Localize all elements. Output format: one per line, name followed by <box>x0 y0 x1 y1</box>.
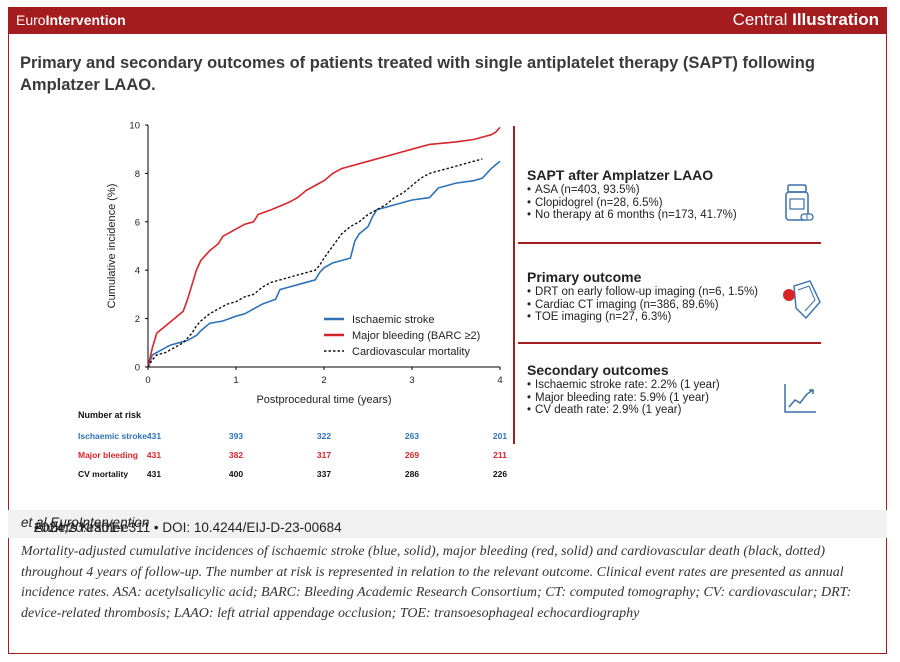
brand-text: Euro <box>16 12 46 28</box>
citation-etal: et al. <box>21 515 51 530</box>
risk-value: 211 <box>493 450 507 460</box>
x-tick-label: 2 <box>321 375 326 386</box>
y-tick-label: 10 <box>129 121 140 132</box>
panel-item: DRT on early follow-up imaging (n=6, 1.5… <box>527 286 758 299</box>
panel-item: CV death rate: 2.9% (1 year) <box>527 404 720 417</box>
x-tick-label: 0 <box>145 375 150 386</box>
x-axis-title: Postprocedural time (years) <box>256 394 391 406</box>
x-tick-label: 3 <box>409 375 414 386</box>
panel-sapt: SAPT after Amplatzer LAAO ASA (n=403, 93… <box>527 167 737 222</box>
series-line <box>147 126 501 368</box>
risk-value: 263 <box>405 431 419 441</box>
citation-authors: Anders Kramer <box>34 520 125 535</box>
y-tick-label: 6 <box>135 217 140 228</box>
citation-bar: Anders Kramer et al. • EuroIntervention … <box>8 510 887 538</box>
laa-device-icon <box>783 280 821 320</box>
risk-value: 322 <box>317 431 331 441</box>
panel-item: TOE imaging (n=27, 6.3%) <box>527 311 758 324</box>
citation-journal: EuroIntervention <box>50 515 150 530</box>
y-tick-label: 2 <box>135 314 140 325</box>
citation-doi[interactable]: 2024;20:e301-e311 • DOI: 10.4244/EIJ-D-2… <box>34 520 342 535</box>
panel-divider <box>518 242 821 244</box>
risk-value: 431 <box>147 450 161 460</box>
pill-bottle-icon <box>785 184 814 221</box>
risk-value: 286 <box>405 469 419 479</box>
risk-table-title: Number at risk <box>78 410 142 420</box>
risk-value: 226 <box>493 469 507 479</box>
incidence-chart: 0 2 4 6 8 10 0 1 2 3 4 Postprocedural time (years) C… <box>106 121 503 407</box>
risk-value: 382 <box>229 450 243 460</box>
legend-label: Ischaemic stroke <box>352 314 435 326</box>
central-illustration-label: Central Illustration <box>733 10 879 30</box>
risk-value: 317 <box>317 450 331 460</box>
risk-value: 431 <box>147 431 161 441</box>
panel-title: Primary outcome <box>527 269 642 285</box>
risk-value: 201 <box>493 431 507 441</box>
risk-row-label: Major bleeding <box>78 450 138 460</box>
panel-item: Cardiac CT imaging (n=386, 89.6%) <box>527 299 758 312</box>
y-tick-label: 8 <box>135 169 140 180</box>
panel-divider <box>518 342 821 344</box>
trend-chart-icon <box>784 384 816 413</box>
risk-value: 269 <box>405 450 419 460</box>
citation-separator: • <box>34 520 39 535</box>
vertical-divider <box>513 126 515 444</box>
risk-value: 431 <box>147 469 161 479</box>
panel-item: ASA (n=403, 93.5%) <box>527 184 737 197</box>
legend-label: Major bleeding (BARC ≥2) <box>352 330 480 342</box>
label-text-bold: Illustration <box>792 10 879 29</box>
y-axis-title: Cumulative incidence (%) <box>106 184 118 309</box>
panel-item: Major bleeding rate: 5.9% (1 year) <box>527 392 720 405</box>
panel-primary-outcome: Primary outcome DRT on early follow-up i… <box>527 269 758 324</box>
panel-item: Ischaemic stroke rate: 2.2% (1 year) <box>527 379 720 392</box>
series-line <box>147 160 501 368</box>
x-tick-label: 4 <box>497 375 502 386</box>
citation-text: Anders Kramer et al. • EuroIntervention … <box>21 515 342 535</box>
risk-row-label: Ischaemic stroke <box>78 431 147 441</box>
brand-text-bold: Intervention <box>45 12 126 28</box>
label-text: Central <box>732 10 793 29</box>
panel-item: Clopidogrel (n=28, 6.5%) <box>527 197 737 210</box>
panel-title: Secondary outcomes <box>527 362 669 378</box>
risk-value: 337 <box>317 469 331 479</box>
y-tick-label: 0 <box>135 363 140 374</box>
panel-secondary-outcomes: Secondary outcomes Ischaemic stroke rate… <box>527 362 720 417</box>
panel-title: SAPT after Amplatzer LAAO <box>527 167 714 183</box>
risk-value: 393 <box>229 431 243 441</box>
brand-logo[interactable]: EuroIntervention <box>16 12 126 28</box>
risk-value: 400 <box>229 469 243 479</box>
legend-label: Cardiovascular mortality <box>352 346 470 358</box>
panel-item: No therapy at 6 months (n=173, 41.7%) <box>527 209 737 222</box>
figure-caption: Mortality-adjusted cumulative incidences… <box>21 544 852 621</box>
x-tick-label: 1 <box>233 375 238 386</box>
page-title: Primary and secondary outcomes of patien… <box>20 54 815 94</box>
risk-row-label: CV mortality <box>78 469 128 479</box>
series-line <box>147 158 483 368</box>
y-tick-label: 4 <box>135 266 140 277</box>
header-bar: EuroIntervention Central Illustration <box>8 7 887 34</box>
